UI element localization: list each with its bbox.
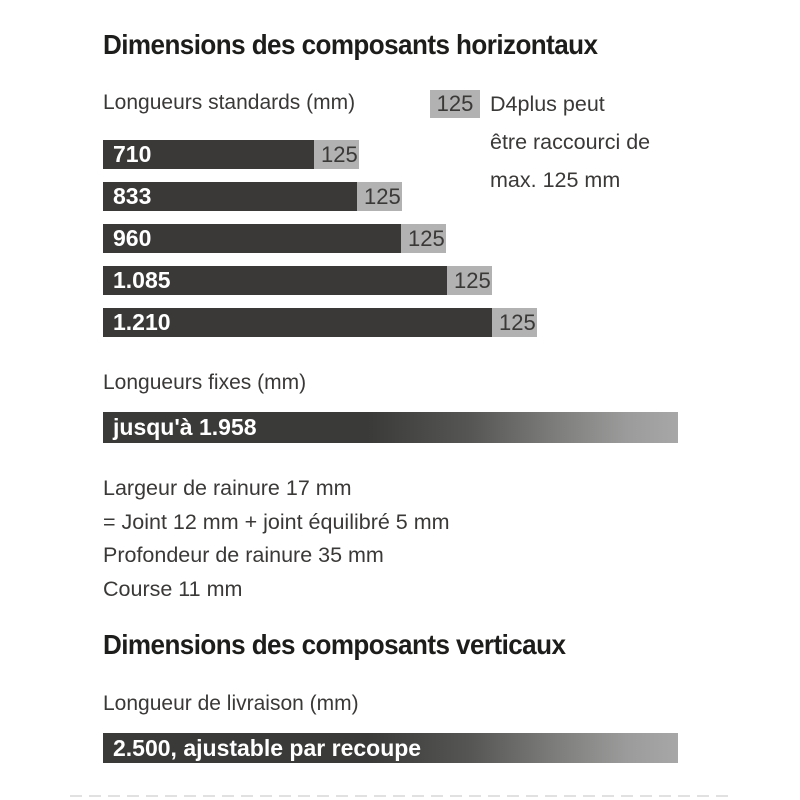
bar-standard-length: 1.085 [103,266,447,295]
spec-groove-depth: Profondeur de rainure 35 mm [103,543,384,567]
spec-joint-detail: = Joint 12 mm + joint équilibré 5 mm [103,509,450,534]
bar-row-1.210: 1.210 125 [103,308,537,337]
bar-extension-125: 125 [447,266,492,295]
standard-lengths-label: Longueurs standards (mm) [103,91,356,114]
fixed-length-gradient-bar: jusqu'à 1.958 [103,412,678,443]
legend-note: D4plus peut être raccourci de max. 125 m… [490,85,690,199]
legend-note-line2: être raccourci de [490,130,651,154]
bar-row-1.085: 1.085 125 [103,266,537,295]
bar-extension-125: 125 [357,182,402,211]
bar-standard-length: 710 [103,140,314,169]
bar-row-710: 710 125 [103,140,537,169]
page-bottom-dashed-separator [70,795,728,797]
legend-swatch-125: 125 [430,90,480,118]
delivery-length-gradient-bar: 2.500, ajustable par recoupe [103,733,678,763]
bar-extension-125: 125 [314,140,359,169]
bar-extension-125: 125 [401,224,446,253]
bar-row-833: 833 125 [103,182,537,211]
legend-note-line1: D4plus peut [490,92,605,116]
standard-lengths-bar-chart: 710 125 833 125 960 125 1.085 125 1.210 125 [103,140,537,350]
spec-travel: Course 11 mm [103,576,243,601]
section-title-horizontal: Dimensions des composants horizontaux [103,29,598,60]
bar-standard-length: 833 [103,182,357,211]
section-title-vertical: Dimensions des composants verticaux [103,629,566,660]
bar-row-960: 960 125 [103,224,537,253]
bar-standard-length: 960 [103,224,401,253]
bar-standard-length: 1.210 [103,308,492,337]
groove-specs: Largeur de rainure 17 mm = Joint 12 mm +… [103,472,450,606]
spec-groove-width: Largeur de rainure 17 mm [103,476,352,500]
legend-note-line3: max. 125 mm [490,168,621,192]
fixed-lengths-label: Longueurs fixes (mm) [103,371,307,394]
delivery-length-label: Longueur de livraison (mm) [103,692,359,715]
bar-extension-125: 125 [492,308,537,337]
